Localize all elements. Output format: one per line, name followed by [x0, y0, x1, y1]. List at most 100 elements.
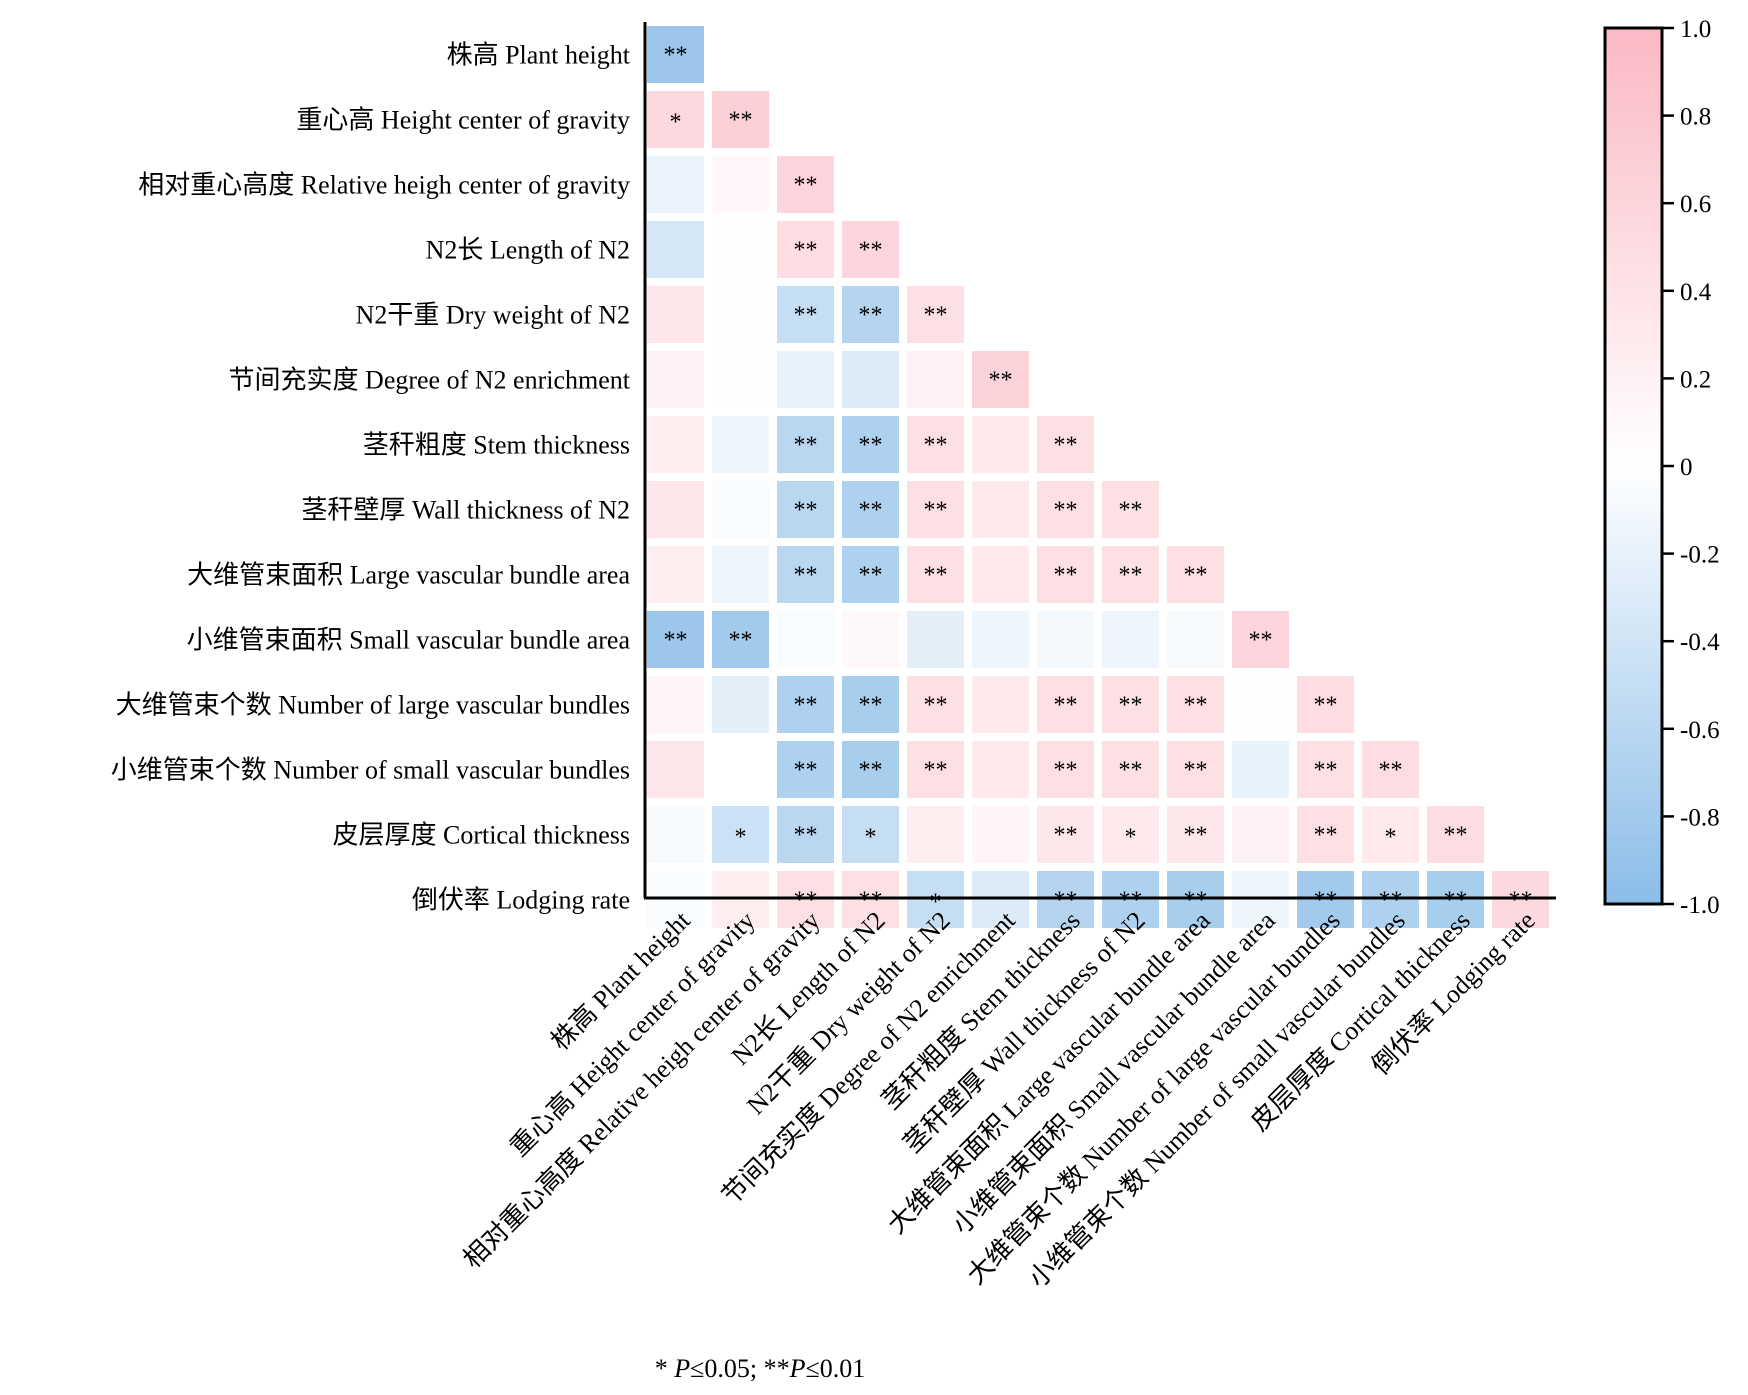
significance-mark: ** — [859, 498, 883, 524]
heatmap-cell-r4-c1 — [647, 221, 704, 278]
heatmap-cell-r3-c3 — [777, 156, 834, 213]
heatmap-cell-r11-c8 — [1102, 676, 1159, 733]
significance-mark: ** — [1184, 758, 1208, 784]
significance-mark: ** — [1119, 888, 1143, 914]
heatmap-cell-r7-c4 — [842, 416, 899, 473]
colorbar-tick-label: -0.2 — [1680, 542, 1720, 569]
significance-mark: ** — [1444, 823, 1468, 849]
heatmap-cell-r12-c6 — [972, 741, 1029, 798]
heatmap-cell-r6-c3 — [777, 351, 834, 408]
significance-mark: ** — [1184, 888, 1208, 914]
significance-mark: * — [670, 110, 682, 136]
heatmap-cell-r5-c3 — [777, 286, 834, 343]
heatmap-cell-r2-c1 — [647, 91, 704, 148]
significance-mark: ** — [924, 433, 948, 459]
significance-mark: ** — [1184, 563, 1208, 589]
heatmap-cell-r9-c7 — [1037, 546, 1094, 603]
significance-mark: ** — [859, 758, 883, 784]
row-labels: 株高 Plant height 重心高 Height center of grav… — [111, 41, 631, 915]
heatmap-cell-r6-c6 — [972, 351, 1029, 408]
row-label-height-center-of-gravity: 重心高 Height center of gravity — [296, 106, 630, 135]
row-label-relative-heigh-center-of-gravity: 相对重心高度 Relative heigh center of gravity — [138, 171, 630, 200]
significance-mark: ** — [859, 433, 883, 459]
heatmap-cell-r7-c3 — [777, 416, 834, 473]
heatmap-cell-r12-c2 — [712, 741, 769, 798]
significance-mark: ** — [729, 108, 753, 134]
heatmap-cell-r12-c1 — [647, 741, 704, 798]
significance-mark: ** — [1249, 628, 1273, 654]
significance-mark: ** — [794, 758, 818, 784]
significance-mark: ** — [859, 888, 883, 914]
heatmap-cell-r13-c10 — [1232, 806, 1289, 863]
heatmap-cell-r1-c1 — [647, 26, 704, 83]
significance-mark: ** — [1054, 758, 1078, 784]
heatmap-cell-r10-c3 — [777, 611, 834, 668]
significance-mark: ** — [729, 628, 753, 654]
heatmap-cell-r10-c8 — [1102, 611, 1159, 668]
heatmap-cell-r6-c5 — [907, 351, 964, 408]
significance-mark: ** — [794, 563, 818, 589]
heatmap-cell-r4-c2 — [712, 221, 769, 278]
significance-mark: ** — [859, 238, 883, 264]
heatmap-cell-r13-c7 — [1037, 806, 1094, 863]
heatmap-cell-r6-c4 — [842, 351, 899, 408]
significance-mark: ** — [1054, 433, 1078, 459]
significance-mark: ** — [794, 173, 818, 199]
heatmap-cell-r12-c5 — [907, 741, 964, 798]
heatmap-cell-r5-c1 — [647, 286, 704, 343]
row-label-number-of-large-vascular-bundles: 大维管束个数 Number of large vascular bundles — [116, 691, 630, 720]
significance-mark: ** — [794, 498, 818, 524]
heatmap-cell-r9-c6 — [972, 546, 1029, 603]
significance-mark: * — [930, 890, 942, 916]
heatmap-cell-r8-c2 — [712, 481, 769, 538]
significance-mark: * — [865, 825, 877, 851]
heatmap-cell-r3-c1 — [647, 156, 704, 213]
heatmap-cell-r9-c5 — [907, 546, 964, 603]
significance-mark: ** — [1444, 888, 1468, 914]
heatmap-cell-r10-c9 — [1167, 611, 1224, 668]
heatmap-cell-r11-c1 — [647, 676, 704, 733]
heatmap-cell-r10-c6 — [972, 611, 1029, 668]
significance-mark: ** — [794, 888, 818, 914]
significance-mark: ** — [1379, 888, 1403, 914]
colorbar-tick-label: 0.2 — [1680, 366, 1711, 393]
heatmap-cell-r8-c8 — [1102, 481, 1159, 538]
significance-mark: ** — [1184, 823, 1208, 849]
significance-mark: ** — [1119, 758, 1143, 784]
significance-mark: ** — [924, 563, 948, 589]
heatmap-cell-r7-c7 — [1037, 416, 1094, 473]
heatmap-cell-r9-c4 — [842, 546, 899, 603]
row-label-number-of-small-vascular-bundles: 小维管束个数 Number of small vascular bundles — [111, 756, 630, 785]
significance-mark: ** — [1509, 888, 1533, 914]
heatmap-cell-r10-c7 — [1037, 611, 1094, 668]
colorbar-tick-label: -0.8 — [1680, 804, 1720, 831]
heatmap-cell-r4-c4 — [842, 221, 899, 278]
significance-mark: ** — [924, 693, 948, 719]
heatmap-cell-r8-c6 — [972, 481, 1029, 538]
significance-mark: ** — [794, 823, 818, 849]
heatmap-cell-r8-c1 — [647, 481, 704, 538]
heatmap-cell-r13-c11 — [1297, 806, 1354, 863]
colorbar-tick-label: -1.0 — [1680, 892, 1720, 919]
significance-mark: * — [1125, 825, 1137, 851]
colorbar-tick-label: 0.6 — [1680, 191, 1711, 218]
significance-marks: *** ****** **** ** ****** ** ** **** ** ** ** **** *… — [664, 43, 1533, 916]
significance-mark: ** — [794, 303, 818, 329]
significance-mark: ** — [1054, 498, 1078, 524]
heatmap-cell-r4-c3 — [777, 221, 834, 278]
significance-mark: ** — [924, 498, 948, 524]
heatmap-cell-r9-c1 — [647, 546, 704, 603]
significance-mark: ** — [1054, 563, 1078, 589]
significance-mark: ** — [1119, 563, 1143, 589]
significance-mark: * — [1385, 825, 1397, 851]
significance-mark: ** — [1314, 693, 1338, 719]
heatmap-cell-r13-c4 — [842, 806, 899, 863]
heatmap-cell-r2-c2 — [712, 91, 769, 148]
significance-mark: ** — [664, 43, 688, 69]
heatmap-cell-r11-c6 — [972, 676, 1029, 733]
row-label-lodging-rate: 倒伏率 Lodging rate — [412, 886, 630, 915]
heatmap-cell-r13-c2 — [712, 806, 769, 863]
row-label-cortical-thickness: 皮层厚度 Cortical thickness — [332, 821, 630, 850]
heatmap-cell-r7-c1 — [647, 416, 704, 473]
heatmap-cell-r10-c5 — [907, 611, 964, 668]
